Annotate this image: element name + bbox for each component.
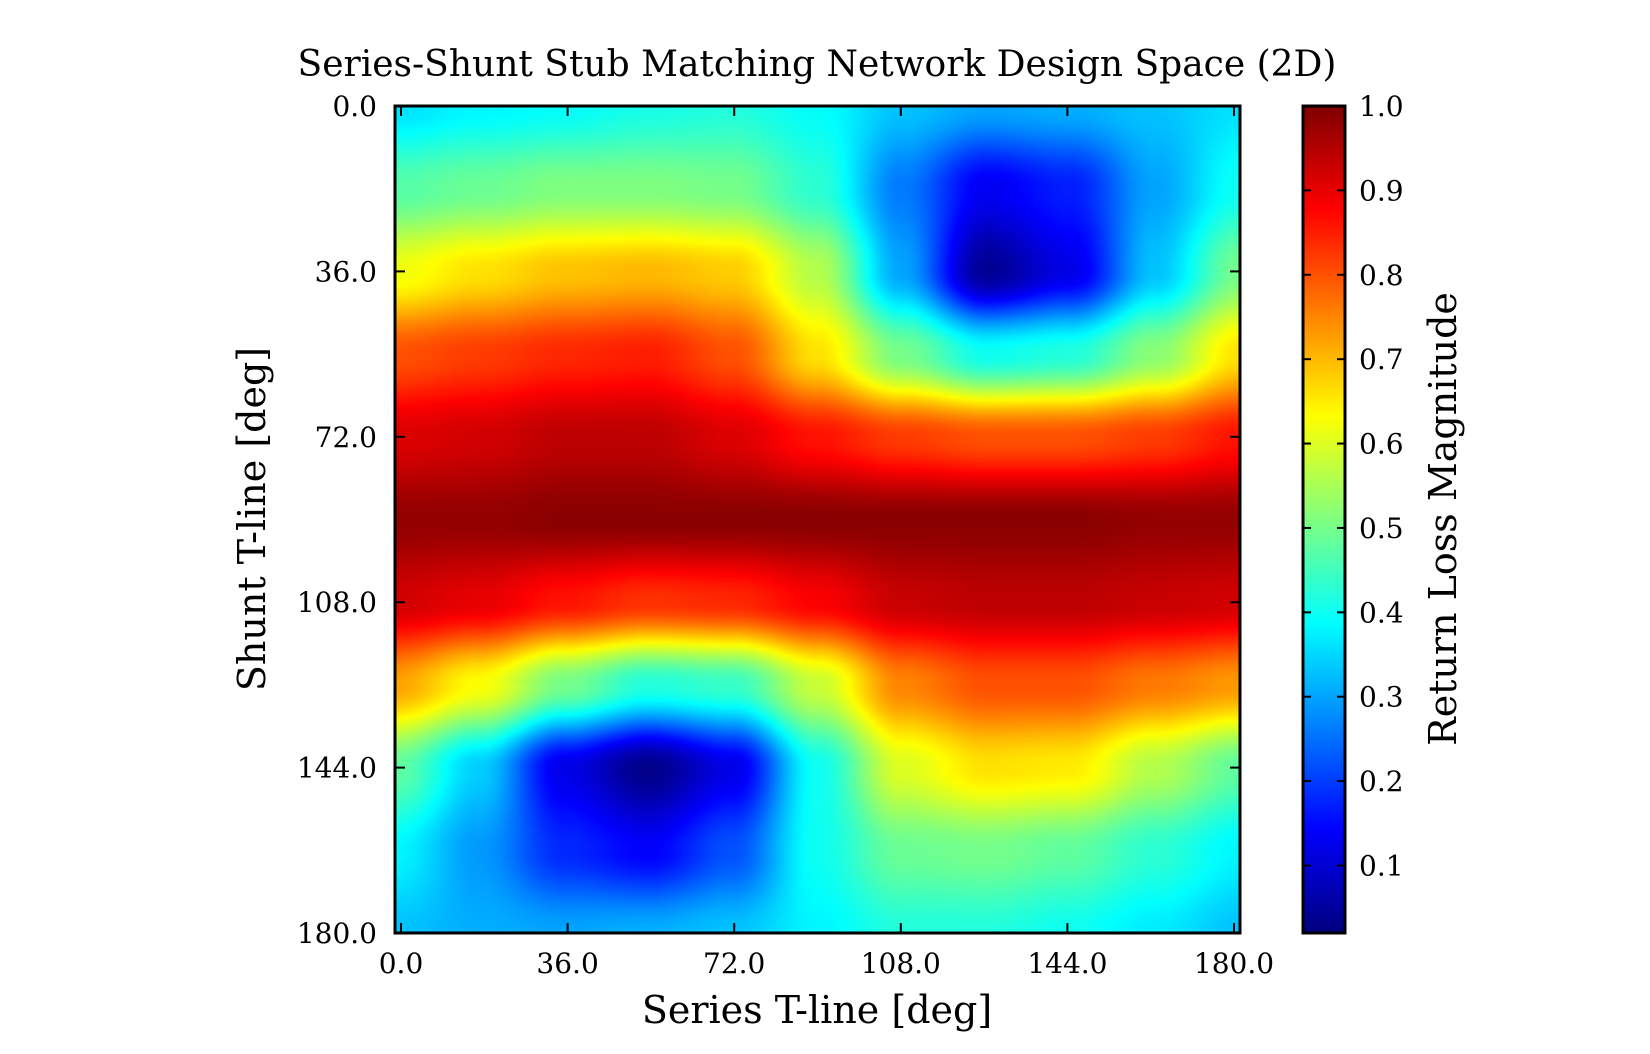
colorbar-tick-label: 0.3 bbox=[1359, 681, 1404, 714]
colorbar-label: Return Loss Magnitude bbox=[1421, 292, 1465, 746]
colorbar-tick-label: 0.5 bbox=[1359, 512, 1404, 545]
colorbar-tick-label: 0.9 bbox=[1359, 174, 1404, 207]
x-axis-ticks: 0.0 36.0 72.0 108.0 144.0 180.0 bbox=[379, 106, 1274, 980]
x-tick-label: 108.0 bbox=[861, 947, 941, 980]
y-axis-ticks: 0.0 36.0 72.0 108.0 144.0 180.0 bbox=[297, 90, 1240, 950]
x-tick-label: 36.0 bbox=[536, 947, 598, 980]
plot-frame bbox=[393, 104, 1242, 935]
x-axis-label: Series T-line [deg] bbox=[642, 988, 992, 1032]
y-tick-label: 180.0 bbox=[297, 917, 377, 950]
y-tick-label: 36.0 bbox=[315, 255, 377, 288]
colorbar-tick-label: 0.8 bbox=[1359, 259, 1404, 292]
y-tick-label: 0.0 bbox=[332, 90, 377, 123]
y-tick-label: 108.0 bbox=[297, 586, 377, 619]
colorbar-tick-label: 0.4 bbox=[1359, 596, 1404, 629]
colorbar bbox=[1301, 104, 1347, 935]
y-axis-label: Shunt T-line [deg] bbox=[230, 347, 274, 691]
y-tick-label: 144.0 bbox=[297, 752, 377, 785]
heatmap-image bbox=[395, 106, 1240, 933]
x-tick-label: 72.0 bbox=[703, 947, 765, 980]
colorbar-tick-label: 0.2 bbox=[1359, 765, 1404, 798]
colorbar-tick-label: 0.1 bbox=[1359, 849, 1404, 882]
x-tick-label: 180.0 bbox=[1194, 947, 1274, 980]
colorbar-tick-label: 0.6 bbox=[1359, 428, 1404, 461]
y-tick-label: 72.0 bbox=[315, 421, 377, 454]
colorbar-ticks: 0.1 0.2 0.3 0.4 0.5 0.6 0.7 0.8 0.9 1.0 bbox=[1303, 90, 1404, 882]
chart-title: Series-Shunt Stub Matching Network Desig… bbox=[298, 44, 1337, 85]
x-tick-label: 144.0 bbox=[1027, 947, 1107, 980]
colorbar-tick-label: 1.0 bbox=[1359, 90, 1404, 123]
x-tick-label: 0.0 bbox=[379, 947, 424, 980]
heatmap-raster bbox=[395, 106, 1240, 933]
colorbar-tick-label: 0.7 bbox=[1359, 343, 1404, 376]
